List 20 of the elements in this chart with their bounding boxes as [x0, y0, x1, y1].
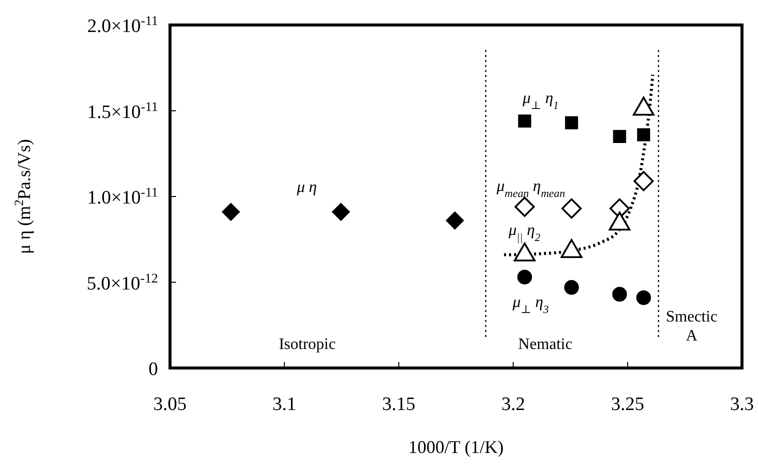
- y-tick-label: 2.0×10$^{-11}$: [87, 12, 158, 37]
- x-axis-title: 1000/T (1/K): [408, 437, 504, 457]
- annotation: Isotropic: [278, 336, 336, 354]
- series-label: μ η: [296, 178, 317, 196]
- x-tick-label: 3.2: [501, 394, 526, 415]
- x-tick-label: 3.1: [272, 394, 296, 415]
- series-label: μ$_{mean}$ η$_{mean}$: [496, 178, 566, 200]
- x-tick-label: 3.25: [610, 394, 644, 415]
- y-tick-label: 5.0×10$^{-12}$: [86, 270, 158, 294]
- series-label: μ$_{||}$ η$_{2}$: [508, 222, 541, 244]
- series-label: μ$_{⊥}$ η$_{1}$: [522, 90, 559, 112]
- x-tick-label: 3.3: [730, 394, 754, 415]
- annotation: Smectic A: [666, 308, 718, 345]
- y-tick-label: 1.5×10$^{-11}$: [87, 98, 158, 123]
- y-tick-label: 1.0×10$^{-11}$: [87, 184, 158, 208]
- annotation: Nematic: [518, 336, 572, 354]
- x-tick-label: 3.05: [153, 394, 187, 415]
- y-tick-label: 0: [148, 359, 158, 380]
- x-tick-label: 3.15: [382, 394, 416, 415]
- series-label: μ$_{⊥}$ η$_{3}$: [512, 294, 550, 316]
